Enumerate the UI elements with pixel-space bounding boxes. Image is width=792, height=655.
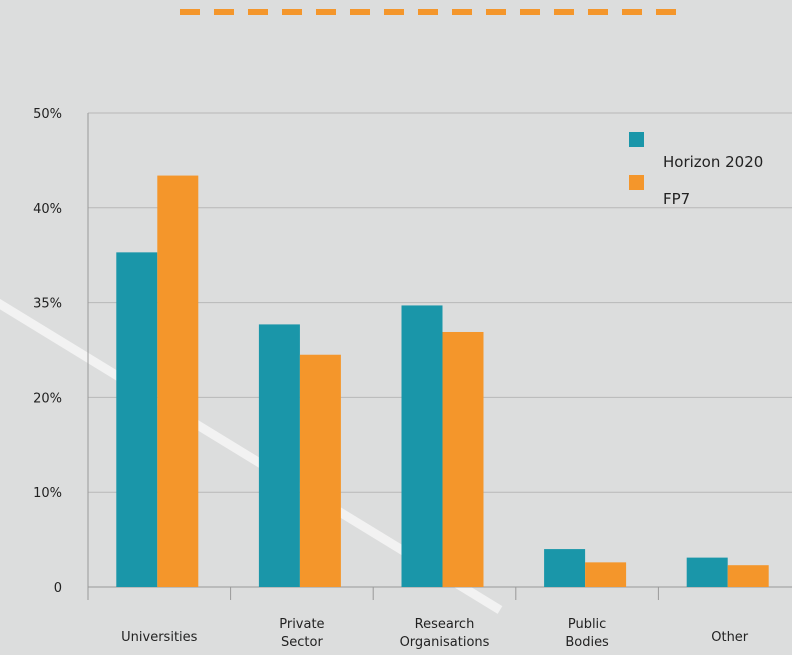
x-tick-label-line: Sector: [281, 635, 323, 650]
bar: [116, 252, 158, 587]
x-tick-label: Universities: [121, 630, 197, 645]
bar: [258, 324, 300, 587]
bar: [727, 565, 769, 587]
bar: [686, 557, 728, 587]
bar: [157, 175, 199, 587]
legend-swatch: [629, 175, 644, 190]
y-tick-label: 40%: [33, 202, 62, 217]
x-tick-label: Public Bodies: [565, 617, 609, 650]
x-tick-label-line: Private: [279, 617, 324, 632]
y-tick-label: 10%: [33, 486, 62, 501]
y-tick-label: 20%: [33, 391, 62, 406]
bar: [544, 549, 586, 587]
y-tick-label: 35%: [33, 297, 62, 312]
y-tick-label: 0: [54, 581, 62, 596]
legend-label: FP7: [663, 190, 690, 208]
x-tick-label-line: Universities: [121, 630, 197, 645]
x-tick-label-line: Other: [711, 630, 749, 645]
y-tick-label: 50%: [33, 107, 62, 122]
bar: [401, 305, 443, 587]
bar: [442, 331, 484, 587]
x-tick-label: Other: [711, 630, 749, 645]
x-tick-label-line: Public: [568, 617, 606, 632]
legend-swatch: [629, 132, 644, 147]
x-tick-label-line: Organisations: [400, 635, 490, 650]
legend-label: Horizon 2020: [663, 153, 763, 171]
x-tick-label: Private Sector: [279, 617, 324, 650]
bar: [299, 354, 341, 587]
x-tick-label-line: Research: [415, 617, 475, 632]
x-tick-label: Research Organisations: [400, 617, 490, 650]
x-tick-label-line: Bodies: [565, 635, 609, 650]
bar: [585, 562, 627, 587]
